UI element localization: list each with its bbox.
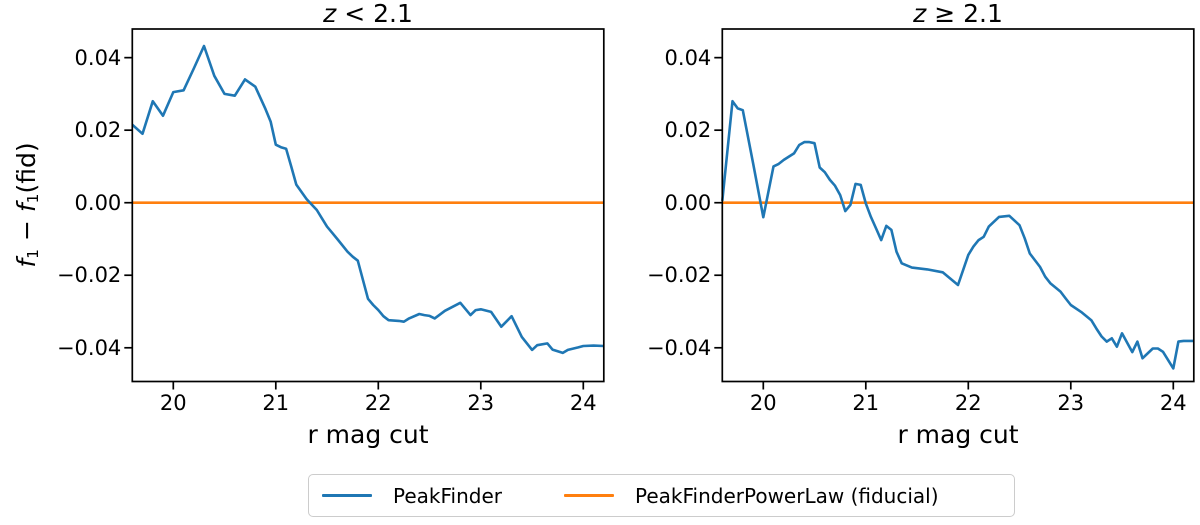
x-tick-label-left: 21 <box>262 391 290 415</box>
x-tick-label-left: 20 <box>159 391 187 415</box>
axes-frame-left <box>131 28 605 383</box>
right-x-axis-label: r mag cut <box>897 420 1019 449</box>
y-tick-label-right: −0.02 <box>646 263 712 288</box>
peakfinder-line-right <box>721 99 1194 370</box>
x-tick-label-left: 22 <box>364 391 392 415</box>
y-tick-label-right: −0.04 <box>646 335 712 360</box>
legend-label-peakfinder: PeakFinder <box>393 483 502 508</box>
left-panel-title: z < 2.1 <box>132 0 604 28</box>
x-tick-label-right: 22 <box>954 391 982 415</box>
y-tick-label-left: 0.04 <box>74 45 122 70</box>
right-title-rest: ≥ 2.1 <box>926 0 1003 28</box>
legend: PeakFinder PeakFinderPowerLaw (fiducial) <box>308 474 1015 517</box>
legend-label-fiducial: PeakFinderPowerLaw (fiducial) <box>635 483 939 508</box>
peakfinder-line-left <box>131 44 604 355</box>
y-label-fid: (fid) <box>11 142 41 194</box>
x-tick-label-left: 23 <box>467 391 495 415</box>
fiducial-line-swatch <box>564 493 614 498</box>
x-tick-label-right: 20 <box>749 391 777 415</box>
y-tick-label-right: 0.02 <box>664 118 712 143</box>
y-tick-label-left: 0.02 <box>74 118 122 143</box>
y-tick-label-left: −0.04 <box>56 335 122 360</box>
x-tick-label-left: 24 <box>569 391 597 415</box>
x-tick-label-right: 21 <box>852 391 880 415</box>
y-tick-label-left: 0.00 <box>74 190 122 215</box>
x-tick-label-right: 24 <box>1159 391 1187 415</box>
peakfinder-line-swatch <box>322 493 372 498</box>
right-title-variable: z <box>913 0 927 28</box>
legend-entry-fiducial: PeakFinderPowerLaw (fiducial) <box>564 484 939 508</box>
y-tick-label-left: −0.02 <box>56 263 122 288</box>
y-label-sub: 1 <box>24 248 43 259</box>
legend-entry-peakfinder: PeakFinder <box>322 484 502 508</box>
y-label-minus: − <box>11 212 41 249</box>
left-title-rest: < 2.1 <box>336 0 413 28</box>
x-tick-label-right: 23 <box>1057 391 1085 415</box>
left-title-variable: z <box>323 0 337 28</box>
right-panel-title: z ≥ 2.1 <box>722 0 1194 28</box>
axes-frame-right <box>721 28 1195 383</box>
left-x-axis-label: r mag cut <box>307 420 429 449</box>
y-tick-label-right: 0.04 <box>664 45 712 70</box>
y-tick-label-right: 0.00 <box>664 190 712 215</box>
